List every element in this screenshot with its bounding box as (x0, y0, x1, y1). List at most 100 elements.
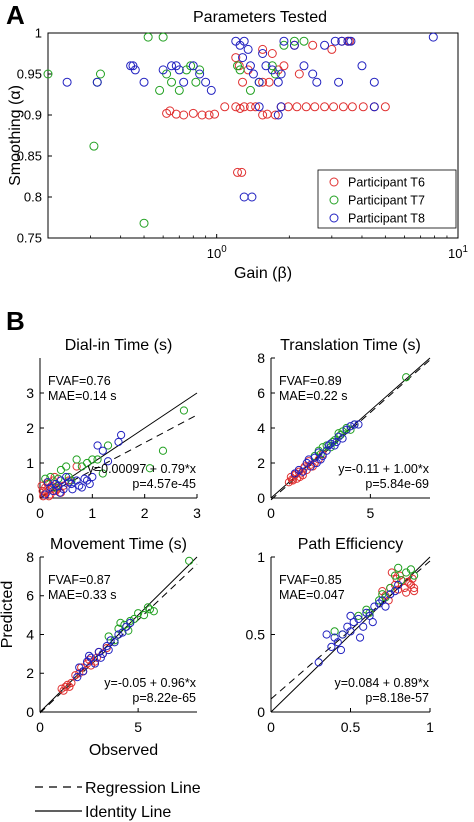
data-point (402, 588, 411, 597)
data-point (43, 69, 53, 79)
data-point (239, 102, 249, 112)
regression-equation: y=0.00097 + 0.79*x (88, 462, 197, 476)
x-axis-label: Gain (β) (234, 265, 292, 282)
data-point (299, 61, 309, 71)
data-point (110, 638, 119, 647)
data-point (294, 69, 304, 79)
data-point (410, 587, 419, 596)
regression-equation: y=0.084 + 0.89*x (334, 676, 429, 690)
data-point (139, 218, 149, 228)
data-point (117, 430, 126, 440)
data-point (308, 69, 318, 79)
data-point (98, 469, 107, 478)
data-point (243, 44, 253, 54)
legend-marker (329, 213, 339, 223)
data-point (98, 649, 107, 658)
y-tick-label: 1 (26, 455, 34, 471)
data-point (365, 608, 374, 617)
data-point (63, 680, 72, 689)
y-tick-label: 0.5 (246, 626, 266, 642)
data-point (88, 455, 97, 464)
data-point (355, 633, 365, 642)
data-point (238, 53, 248, 63)
data-point (390, 571, 400, 580)
data-point (167, 61, 177, 71)
data-point (322, 446, 331, 455)
data-point (358, 102, 368, 112)
movement-time-chart: 0 2 4 6 8 0 5 Movement Time (s) FVAF=0.87MAE=0.3… (0, 536, 198, 759)
data-point (270, 110, 280, 120)
data-point (324, 441, 333, 450)
data-point (247, 192, 257, 202)
x-tick-label: 5 (366, 505, 374, 521)
data-point (158, 65, 168, 75)
data-point (346, 422, 355, 431)
x-tick-label: 0 (267, 505, 275, 521)
data-point (77, 483, 86, 492)
data-point (238, 77, 248, 87)
data-point (191, 77, 201, 87)
data-point (75, 669, 84, 678)
data-point (84, 651, 94, 660)
data-point (46, 472, 55, 482)
data-point (267, 65, 277, 75)
data-point (43, 478, 52, 487)
fvaf-label: FVAF=0.85 (279, 573, 342, 587)
data-point (89, 141, 99, 151)
mae-label: MAE=0.047 (279, 588, 345, 602)
mae-label: MAE=0.14 s (48, 389, 116, 403)
data-point (347, 102, 357, 112)
regression-line-legend-label: Regression Line (85, 780, 201, 797)
data-point (343, 36, 353, 46)
chart-title: Parameters Tested (193, 9, 327, 26)
data-point (143, 32, 153, 42)
y-tick-label: 0.75 (17, 231, 42, 246)
data-point (322, 441, 331, 450)
data-point (354, 611, 363, 621)
x-tick-label: 0.5 (341, 719, 361, 735)
data-point (320, 102, 330, 112)
data-point (330, 36, 340, 46)
data-point (276, 102, 286, 112)
data-point (310, 102, 320, 112)
data-point (67, 678, 76, 688)
data-point (262, 109, 272, 119)
data-point (337, 36, 347, 46)
data-point (126, 618, 135, 627)
x-axis-label: Observed (89, 742, 158, 759)
data-point (239, 192, 249, 202)
p-value: p=4.57e-45 (132, 477, 196, 491)
data-point (332, 437, 341, 447)
data-point (90, 659, 100, 668)
data-point (145, 605, 154, 614)
data-point (77, 663, 86, 672)
data-point (68, 485, 77, 494)
data-point (338, 102, 348, 112)
data-point (333, 638, 342, 647)
data-point (400, 583, 409, 593)
chart-title: Movement Time (s) (50, 536, 187, 553)
data-point (155, 85, 165, 95)
data-point (56, 465, 66, 475)
data-point (174, 85, 184, 95)
y-tick-label: 0.85 (17, 149, 42, 164)
legend-box (317, 169, 457, 229)
data-point (143, 603, 153, 612)
data-point (94, 647, 103, 657)
line-legend: Regression Line Identity Line (35, 780, 201, 821)
fvaf-label: FVAF=0.87 (48, 573, 111, 587)
y-tick-label: 8 (257, 350, 265, 366)
data-point (188, 108, 198, 118)
data-point (369, 77, 379, 87)
data-point (231, 53, 241, 63)
p-value: p=8.18e-57 (365, 691, 429, 705)
x-tick-label: 0 (36, 505, 44, 521)
data-point (346, 425, 355, 434)
p-value: p=8.22e-65 (132, 691, 196, 705)
data-point (73, 673, 82, 682)
data-point (254, 102, 264, 112)
data-point (104, 632, 113, 641)
data-point (130, 65, 140, 75)
regression-line (39, 414, 198, 499)
data-point (80, 474, 89, 483)
